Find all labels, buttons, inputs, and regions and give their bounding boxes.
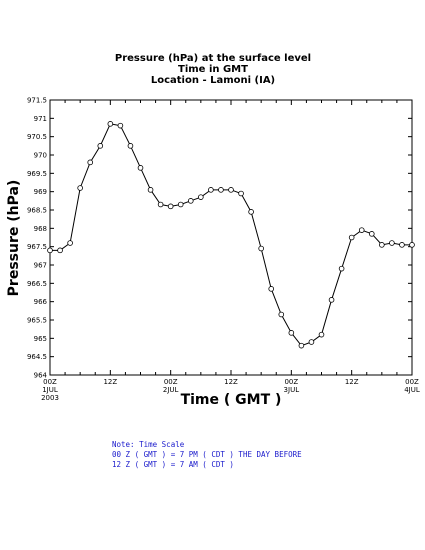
x-tick-label: 00Z bbox=[405, 378, 419, 386]
data-point bbox=[358, 227, 365, 233]
data-point bbox=[308, 339, 315, 345]
x-tick-label: 00Z bbox=[164, 378, 178, 386]
note-line-1: Note: Time Scale bbox=[112, 440, 185, 449]
time-scale-note: Note: Time Scale 00 Z ( GMT ) = 7 PM ( C… bbox=[112, 440, 302, 469]
y-tick-label: 968.5 bbox=[27, 207, 47, 215]
note-line-3: 12 Z ( GMT ) = 7 AM ( CDT ) bbox=[112, 460, 234, 469]
x-tick-date-label: 1JUL bbox=[42, 386, 58, 394]
data-point bbox=[137, 165, 144, 171]
y-tick-label: 970 bbox=[34, 152, 47, 160]
data-point bbox=[328, 297, 335, 303]
y-tick-label: 970.5 bbox=[27, 133, 47, 141]
y-tick-label: 966.5 bbox=[27, 280, 47, 288]
data-point bbox=[409, 242, 415, 248]
x-tick-date-label: 3JUL bbox=[284, 386, 300, 394]
data-point bbox=[298, 342, 305, 349]
y-axis-title: Pressure (hPa) bbox=[6, 180, 22, 297]
x-tick-label: 00Z bbox=[43, 378, 57, 386]
data-point bbox=[368, 231, 375, 237]
data-point bbox=[47, 247, 53, 254]
data-point bbox=[248, 209, 254, 215]
data-point bbox=[198, 194, 204, 200]
data-point bbox=[147, 187, 154, 193]
x-tick-date-label: 4JUL bbox=[404, 386, 420, 394]
data-point bbox=[57, 247, 63, 254]
y-axis: 971.5 971 970.5 970 969.5 969 968.5 968 967.5 967… bbox=[27, 97, 412, 380]
data-point bbox=[77, 185, 83, 191]
data-point bbox=[238, 190, 244, 197]
data-point bbox=[208, 187, 214, 193]
y-tick-label: 968 bbox=[34, 225, 47, 233]
chart-title-line-3: Location - Lamoni (IA) bbox=[151, 75, 275, 86]
x-tick-label: 00Z bbox=[284, 378, 298, 386]
y-tick-label: 967 bbox=[34, 262, 47, 270]
y-tick-label: 971.5 bbox=[27, 97, 47, 105]
data-point bbox=[389, 240, 395, 246]
data-point bbox=[268, 286, 275, 292]
y-tick-label: 966 bbox=[34, 298, 48, 306]
plot-frame bbox=[49, 99, 413, 376]
data-point bbox=[117, 122, 124, 129]
data-point bbox=[318, 331, 325, 338]
chart-title-line-2: Time in GMT bbox=[178, 64, 248, 75]
data-point bbox=[167, 203, 174, 210]
data-point bbox=[157, 201, 164, 208]
data-point bbox=[107, 121, 114, 127]
x-tick-label: 12Z bbox=[345, 378, 359, 386]
data-point bbox=[399, 242, 405, 248]
x-tick-year-label: 2003 bbox=[41, 394, 59, 402]
data-point bbox=[87, 159, 94, 166]
data-point bbox=[379, 242, 385, 248]
x-tick-label: 12Z bbox=[224, 378, 238, 386]
pressure-series bbox=[47, 121, 415, 349]
data-point bbox=[218, 187, 224, 193]
y-tick-label: 971 bbox=[34, 115, 47, 123]
data-point bbox=[338, 265, 345, 272]
x-tick-date-label: 2JUL bbox=[163, 386, 179, 394]
data-point bbox=[187, 198, 194, 204]
note-line-2: 00 Z ( GMT ) = 7 PM ( CDT ) THE DAY BEFO… bbox=[112, 450, 302, 459]
data-point bbox=[67, 240, 73, 246]
y-tick-label: 969 bbox=[34, 188, 47, 196]
chart-title-line-1: Pressure (hPa) at the surface level bbox=[115, 53, 311, 64]
data-point bbox=[127, 143, 134, 149]
pressure-line bbox=[50, 123, 412, 347]
y-tick-label: 969.5 bbox=[27, 170, 47, 178]
x-tick-label: 12Z bbox=[103, 378, 117, 386]
x-axis-title: Time ( GMT ) bbox=[181, 392, 282, 408]
data-point bbox=[278, 311, 285, 318]
y-tick-label: 965 bbox=[34, 335, 47, 343]
data-point bbox=[348, 234, 355, 241]
chart-title: Pressure (hPa) at the surface level Time… bbox=[115, 53, 311, 86]
data-point bbox=[258, 245, 264, 252]
data-point bbox=[97, 143, 104, 149]
y-tick-label: 967.5 bbox=[27, 243, 47, 251]
y-tick-label: 964.5 bbox=[27, 353, 47, 361]
data-point bbox=[288, 330, 295, 336]
y-tick-label: 964 bbox=[34, 372, 48, 380]
data-point bbox=[177, 201, 184, 208]
y-tick-label: 965.5 bbox=[27, 317, 47, 325]
data-point bbox=[228, 187, 234, 193]
